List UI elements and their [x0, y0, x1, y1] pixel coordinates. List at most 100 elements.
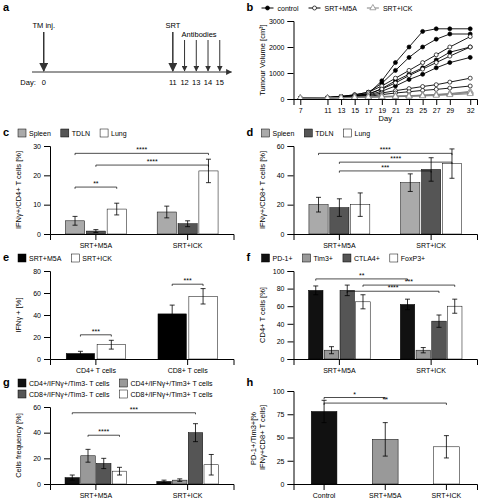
series-line [300, 47, 470, 98]
series-line [300, 57, 470, 98]
x-axis-title: Day: [20, 78, 35, 87]
marker [379, 93, 385, 98]
legend-item: CD4+/IFNγ+/Tim3- T cells [18, 379, 110, 388]
tick-label: 19 [378, 107, 386, 114]
tick-label: 29 [446, 107, 454, 114]
figure: a01112131415Day:TM inj.SRTAntibodies b con… [0, 0, 487, 500]
marker [338, 94, 344, 99]
tick-label: 7 [299, 107, 303, 114]
tick: SRT+ICK [432, 484, 462, 499]
y-axis-title-line: Cells frequency [%] [14, 413, 23, 478]
error-bar [193, 424, 198, 442]
y-axis-title: CD4+ T cells [%] [258, 287, 267, 343]
event-label: Antibodies [182, 30, 217, 39]
legend-swatch [343, 254, 351, 262]
y-axis-title-line: IFNγ+CD8+ T cells] [258, 405, 267, 470]
panel: dSpleenTDLNLungSRT+M5ASRT+ICK0204060IFNγ… [247, 126, 478, 249]
tick-mark [288, 289, 294, 290]
tick: 0 [281, 96, 294, 103]
y-axis-title: PD-1+/Tim3+[% IFNγ+CD8+ T cells] [249, 405, 267, 470]
legend-swatch [344, 129, 352, 137]
tick-mark [44, 175, 50, 176]
tick-mark [44, 146, 50, 147]
marker [468, 45, 472, 49]
tick: 32 [467, 99, 475, 114]
legend-label: CD8+/IFNγ+/Tim3- T cells [29, 391, 110, 399]
legend-label: PD-1+ [273, 255, 293, 262]
tick-label: SRT+M5A [80, 492, 113, 499]
significance-label: *** [184, 277, 192, 284]
legend: PD-1+Tim3+CTLA4+FoxP3+ [262, 254, 426, 262]
marker [407, 68, 411, 72]
tick-label: 0 [37, 356, 41, 363]
tick-label: 10 [33, 201, 41, 208]
error-bar [358, 193, 363, 216]
tick-mark [288, 341, 294, 342]
tick-mark [288, 234, 294, 235]
legend-label: CTLA4+ [354, 255, 380, 262]
tick: 21 [392, 99, 400, 114]
error-bar [73, 216, 78, 225]
series-line [300, 37, 470, 99]
tick-label: 15 [351, 107, 359, 114]
tick-mark [288, 21, 294, 22]
axis-domain [44, 408, 51, 485]
x-axis: SRT+M5ASRT+ICK [294, 234, 478, 249]
tick-label: 40 [33, 429, 41, 436]
tick-label: 80 [277, 285, 285, 292]
error-bar [78, 351, 83, 355]
marker [324, 95, 330, 99]
tick-label: 40 [33, 312, 41, 319]
tick-label: 80 [33, 268, 41, 275]
marker [392, 93, 398, 98]
series-line [300, 29, 470, 98]
tick-mark [288, 391, 294, 392]
marker [393, 76, 397, 80]
significance-label: **** [136, 146, 147, 153]
significance-bracket [88, 435, 119, 437]
series-line [300, 47, 470, 98]
bar [189, 296, 217, 359]
event-arrow [43, 32, 45, 71]
marker [433, 92, 439, 97]
significance-label: **** [147, 158, 158, 165]
significance-label: *** [405, 278, 413, 285]
plot: SRT+M5ASRT+ICK0204060IFNγ+/CD8+ T cells … [258, 143, 478, 249]
marker [434, 61, 438, 65]
tick-label: Control [313, 492, 336, 499]
tick-label: SRT+ICK [173, 492, 203, 499]
legend-label: Lung [355, 130, 371, 138]
marker [468, 27, 472, 31]
tick-label: 17 [365, 107, 373, 114]
tick-mark [44, 205, 50, 206]
plot-area [297, 27, 473, 99]
panel-title: b [247, 1, 254, 13]
tick-mark [288, 359, 294, 360]
legend-swatch [262, 129, 270, 137]
marker [434, 37, 438, 41]
legend-item: CD4+/IFNγ+/Tim3+ T cells [119, 379, 213, 388]
legend-item: control [262, 5, 299, 12]
tick: 60 [33, 404, 50, 411]
tick-mark [436, 99, 437, 105]
y-axis: 0204060 [33, 404, 50, 488]
marker [448, 27, 452, 31]
tick-label: 1000 [269, 70, 285, 77]
tick-mark [288, 73, 294, 74]
tick-mark [339, 359, 340, 365]
tick: 60 [33, 290, 50, 297]
legend-swatch [303, 254, 311, 262]
significance-bracket [339, 162, 452, 164]
y-axis-title-line: CD4+ T cells [%] [258, 287, 267, 343]
legend-item: CD8+/IFNγ+/Tim3+ T cells [119, 390, 213, 399]
y-axis: 0255075100 [273, 388, 294, 488]
significance-bracket [72, 413, 195, 415]
marker [468, 76, 472, 80]
bar [447, 306, 461, 359]
plot: 711131517192123252729320100020003000DayT… [258, 18, 478, 123]
marker [421, 29, 425, 33]
panel: a01112131415Day:TM inj.SRTAntibodies [3, 1, 232, 87]
tick-label: 60 [33, 404, 41, 411]
tick: 100 [273, 388, 294, 395]
tick: 60 [277, 143, 294, 150]
